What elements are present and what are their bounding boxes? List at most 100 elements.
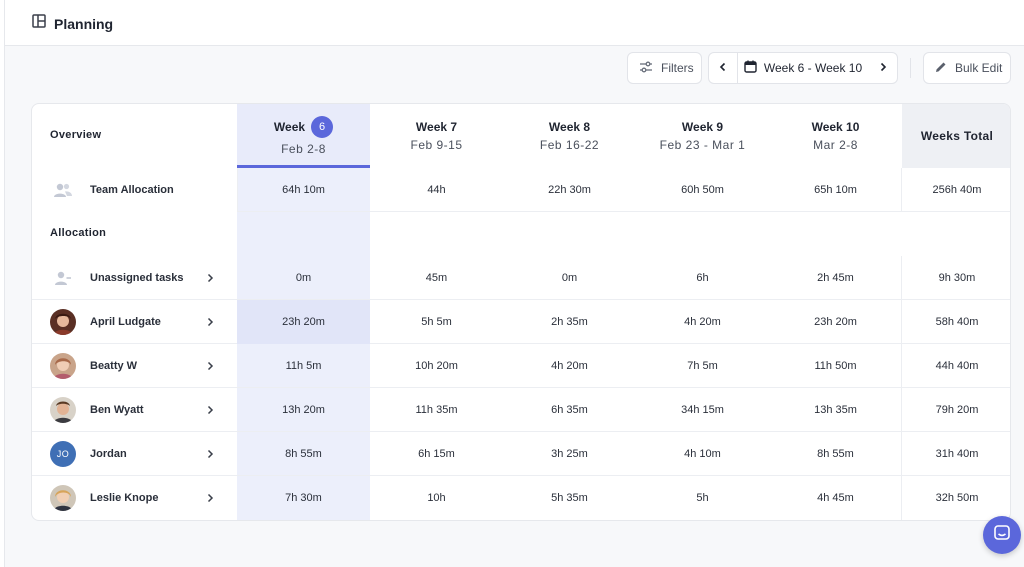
chat-launcher-button[interactable] (983, 516, 1021, 554)
total-header-bg (902, 104, 1010, 168)
week-header[interactable]: Week 7 Feb 9-15 (370, 104, 503, 168)
bulk-edit-label: Bulk Edit (955, 61, 1003, 75)
next-week-button[interactable] (868, 53, 897, 83)
overview-label: Overview (50, 129, 102, 141)
member-name: Leslie Knope (90, 492, 159, 504)
member-row-beatty-w[interactable]: Beatty W (50, 344, 220, 388)
allocation-cell[interactable]: 34h 15m (681, 404, 724, 416)
week-range-label: Week 6 - Week 10 (763, 61, 863, 75)
allocation-cell[interactable]: 0m (295, 272, 312, 284)
divider (901, 256, 902, 520)
left-edge (0, 0, 5, 567)
team-allocation-cell: 65h 10m (814, 184, 857, 196)
allocation-cell[interactable]: 13h 35m (814, 404, 857, 416)
allocation-cell[interactable]: 7h 5m (687, 360, 718, 372)
team-allocation-label: Team Allocation (90, 184, 174, 196)
allocation-cell[interactable]: 13h 20m (282, 404, 325, 416)
allocation-cell[interactable]: 6h 35m (551, 404, 588, 416)
chevron-right-icon[interactable] (204, 315, 216, 327)
toolbar: Filters Week 6 - Week 10 Bulk Edit (0, 52, 1024, 84)
planning-table: Overview Week 6 Feb 2-8 Week 7 Feb 9-15 W… (31, 103, 1011, 521)
allocation-cell[interactable]: 3h 25m (551, 448, 588, 460)
planning-board-icon (32, 14, 46, 33)
week-range-picker: Week 6 - Week 10 (708, 52, 898, 84)
current-week-indicator (237, 165, 370, 168)
member-name: Ben Wyatt (90, 404, 144, 416)
member-row-jordan[interactable]: JO Jordan (50, 432, 220, 476)
team-allocation-cell: 44h (427, 184, 446, 196)
chevron-right-icon[interactable] (204, 359, 216, 371)
allocation-cell[interactable]: 7h 30m (285, 492, 322, 504)
row-total: 9h 30m (938, 272, 976, 284)
row-total: 32h 50m (935, 492, 979, 504)
chevron-right-icon[interactable] (204, 271, 216, 283)
previous-week-button[interactable] (709, 53, 738, 83)
bulk-edit-button[interactable]: Bulk Edit (923, 52, 1011, 84)
week-range-button[interactable]: Week 6 - Week 10 (738, 53, 868, 83)
avatar (50, 353, 76, 379)
allocation-cell[interactable]: 10h 20m (415, 360, 458, 372)
week-label: Week 8 (548, 120, 591, 134)
filters-label: Filters (661, 61, 694, 75)
week-label: Week (273, 120, 306, 134)
allocation-cell[interactable]: 0m (561, 272, 578, 284)
chevron-left-icon (718, 61, 728, 75)
week-header[interactable]: Week 6 Feb 2-8 (237, 104, 370, 168)
allocation-cell[interactable]: 8h 55m (817, 448, 854, 460)
allocation-cell[interactable]: 8h 55m (285, 448, 322, 460)
allocation-cell[interactable]: 6h 15m (418, 448, 455, 460)
member-row-april-ludgate[interactable]: April Ludgate (50, 300, 220, 344)
allocation-cell[interactable]: 45m (425, 272, 448, 284)
week-header[interactable]: Week 10 Mar 2-8 (769, 104, 902, 168)
divider (32, 343, 1010, 344)
divider (237, 211, 1010, 212)
row-total: 79h 20m (935, 404, 979, 416)
allocation-cell[interactable]: 5h (696, 492, 709, 504)
week-header[interactable]: Week 9 Feb 23 - Mar 1 (636, 104, 769, 168)
week-dates: Feb 23 - Mar 1 (659, 138, 746, 152)
toolbar-divider (910, 58, 911, 78)
avatar (50, 309, 76, 335)
allocation-cell[interactable]: 2h 35m (551, 316, 588, 328)
allocation-cell[interactable]: 10h (427, 492, 446, 504)
allocation-cell[interactable]: 4h 10m (684, 448, 721, 460)
chevron-right-icon[interactable] (204, 403, 216, 415)
avatar (50, 397, 76, 423)
team-allocation-total: 256h 40m (932, 184, 982, 196)
calendar-icon (744, 60, 757, 76)
allocation-cell[interactable]: 5h 35m (551, 492, 588, 504)
divider (32, 431, 1010, 432)
member-row-unassigned[interactable]: Unassigned tasks (50, 256, 220, 300)
weeks-total-header: Weeks Total (920, 129, 994, 143)
member-row-ben-wyatt[interactable]: Ben Wyatt (50, 388, 220, 432)
allocation-cell[interactable]: 6h (696, 272, 709, 284)
chevron-right-icon[interactable] (204, 491, 216, 503)
filters-button[interactable]: Filters (627, 52, 702, 84)
chevron-right-icon[interactable] (204, 447, 216, 459)
member-name: Unassigned tasks (90, 272, 184, 284)
current-week-badge: 6 (311, 116, 334, 138)
allocation-cell[interactable]: 23h 20m (237, 300, 370, 344)
top-bar: Planning (5, 0, 1024, 46)
allocation-cell[interactable]: 5h 5m (421, 316, 452, 328)
divider (237, 168, 238, 212)
chevron-right-icon (878, 61, 888, 75)
row-total: 31h 40m (935, 448, 979, 460)
member-name: Beatty W (90, 360, 138, 372)
sliders-icon (639, 60, 653, 77)
divider (32, 299, 1010, 300)
allocation-label: Allocation (50, 227, 107, 239)
allocation-cell[interactable]: 11h 5m (285, 360, 322, 372)
week-header[interactable]: Week 8 Feb 16-22 (503, 104, 636, 168)
allocation-cell[interactable]: 4h 20m (551, 360, 588, 372)
allocation-cell[interactable]: 23h 20m (814, 316, 857, 328)
allocation-cell[interactable]: 11h 50m (814, 360, 857, 372)
allocation-cell[interactable]: 2h 45m (817, 272, 854, 284)
divider (32, 387, 1010, 388)
unassigned-user-icon (50, 265, 76, 291)
allocation-cell[interactable]: 4h 20m (684, 316, 721, 328)
member-row-leslie-knope[interactable]: Leslie Knope (50, 476, 220, 520)
allocation-cell[interactable]: 11h 35m (415, 404, 458, 416)
divider (32, 475, 1010, 476)
allocation-cell[interactable]: 4h 45m (817, 492, 854, 504)
